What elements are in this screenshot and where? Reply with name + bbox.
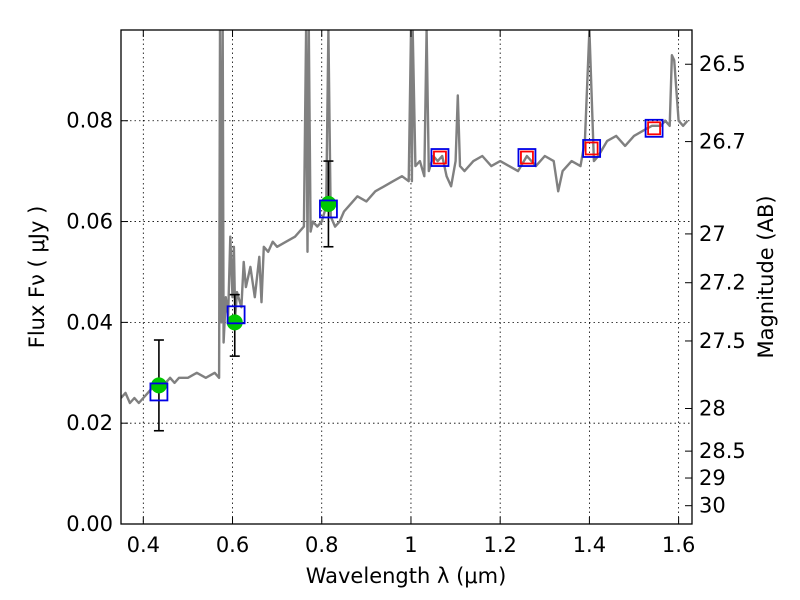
- model-band-square-red: [584, 141, 599, 156]
- model-spectrum-line: [121, 30, 689, 405]
- series-layer: [121, 30, 689, 432]
- model-band-square-blue: [644, 118, 664, 138]
- model-band-square-blue: [517, 148, 537, 167]
- x-tick-label: 0.6: [216, 533, 249, 557]
- x-tick-label: 1.2: [483, 533, 516, 557]
- x-tick-label: 1: [404, 533, 417, 557]
- y2-tick-label: 28.5: [699, 439, 746, 463]
- model-band-square-blue: [430, 148, 450, 167]
- x-tick-label: 1.6: [662, 533, 695, 557]
- y2-tick-label: 26.5: [699, 52, 746, 76]
- y2-tick-label: 27.2: [699, 271, 746, 295]
- model-band-square-red: [433, 150, 447, 165]
- y2-tick-label: 27.5: [699, 329, 746, 353]
- model-band-square-blue: [582, 139, 602, 158]
- observed-flux-point: [226, 314, 243, 331]
- y-tick-label: 0.04: [66, 310, 113, 334]
- model-band-square-blue: [319, 199, 338, 219]
- plot-background: [121, 30, 692, 524]
- x-tick-label: 0.4: [127, 533, 160, 557]
- plot-frame: [120, 29, 693, 525]
- x-tick-label: 0.8: [305, 533, 338, 557]
- y2-tick-label: 26.7: [699, 130, 746, 154]
- y-tick-label: 0.00: [66, 512, 113, 536]
- x-axis-title: Wavelength λ (μm): [306, 564, 507, 588]
- model-band-square-red: [520, 150, 534, 165]
- observed-flux-point: [320, 195, 337, 212]
- axis-ticks: 0.4 0.6 0.8 1 1.2 1.4 1.6 0.00 0.02 0.04 0.06 0.08 2…: [66, 30, 746, 557]
- y-tick-label: 0.08: [66, 109, 113, 133]
- y2-tick-label: 28: [699, 397, 726, 421]
- y-tick-label: 0.06: [66, 210, 113, 234]
- y2-tick-label: 30: [699, 494, 726, 518]
- y-tick-label: 0.02: [66, 411, 113, 435]
- y2-axis-title: Magnitude (AB): [754, 195, 778, 358]
- model-band-square-red: [647, 121, 661, 136]
- model-band-square-blue: [226, 305, 246, 325]
- x-tick-label: 1.4: [573, 533, 606, 557]
- model-band-square-blue: [149, 382, 169, 402]
- y2-tick-label: 29: [699, 466, 726, 490]
- observed-flux-point: [150, 377, 167, 394]
- y2-tick-label: 27: [699, 222, 726, 246]
- y-axis-title: Flux Fν ( μJy ): [25, 206, 49, 349]
